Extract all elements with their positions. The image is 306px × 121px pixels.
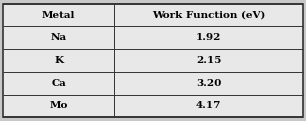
Text: Ca: Ca (51, 79, 66, 88)
Text: 3.20: 3.20 (196, 79, 221, 88)
Text: K: K (54, 56, 63, 65)
Text: Work Function (eV): Work Function (eV) (152, 11, 265, 19)
Text: 2.15: 2.15 (196, 56, 221, 65)
Text: Mo: Mo (49, 102, 68, 110)
Text: 1.92: 1.92 (196, 33, 221, 42)
Text: Na: Na (50, 33, 67, 42)
Text: Metal: Metal (42, 11, 75, 19)
Text: 4.17: 4.17 (196, 102, 221, 110)
